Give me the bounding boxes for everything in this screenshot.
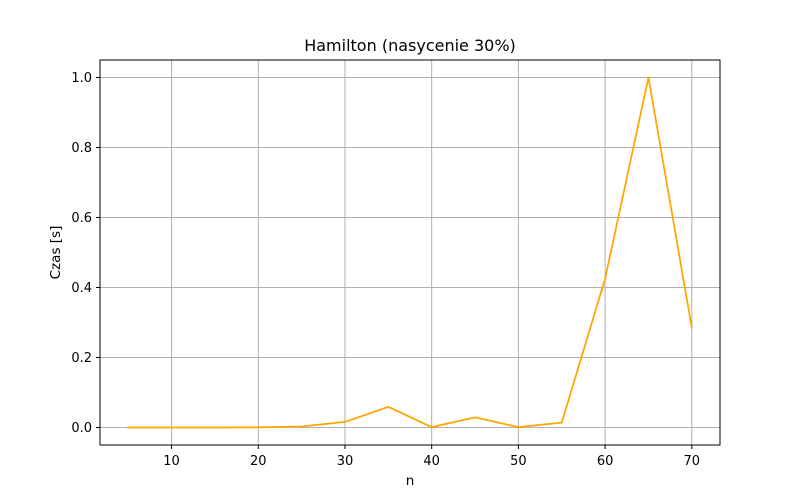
x-tick-label: 10 [163, 454, 180, 469]
plot-frame [99, 59, 721, 446]
axis-ticks: 10 20 30 40 50 60 70 0.0 0.2 0.4 0.6 0.8 1.0 [71, 71, 700, 469]
x-tick-label: 40 [423, 454, 440, 469]
series-line [127, 76, 693, 429]
y-axis-label: Czas [s] [48, 226, 64, 280]
x-tick-label: 30 [337, 454, 354, 469]
x-tick-label: 70 [684, 454, 701, 469]
x-tick-label: 60 [597, 454, 614, 469]
data-series [127, 76, 693, 429]
y-tick-label: 0.6 [71, 211, 92, 226]
y-tick-label: 0.4 [71, 281, 92, 296]
y-tick-label: 1.0 [71, 71, 92, 86]
x-tick-label: 20 [250, 454, 267, 469]
y-tick-label: 0.0 [71, 421, 92, 436]
chart-title: Hamilton (nasycenie 30%) [304, 36, 516, 55]
x-axis-label: n [406, 473, 415, 489]
grid-lines [100, 60, 720, 445]
x-tick-label: 50 [510, 454, 527, 469]
y-tick-label: 0.2 [71, 351, 92, 366]
y-tick-label: 0.8 [71, 141, 92, 156]
